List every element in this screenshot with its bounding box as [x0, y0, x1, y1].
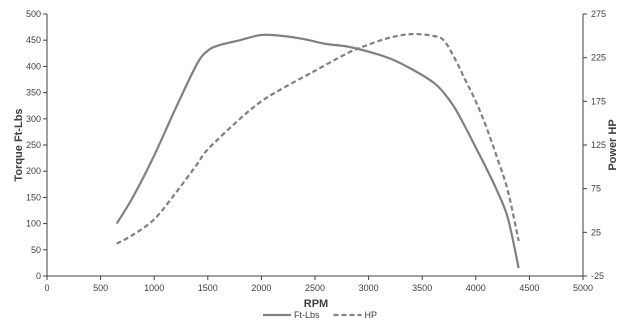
y-tick-label: 400 — [26, 61, 41, 71]
y2-axis-title: Power HP — [607, 119, 619, 170]
y-tick-label: 50 — [31, 245, 41, 255]
x-tick-label: 2500 — [305, 283, 325, 293]
y2-tick-label: 75 — [591, 184, 601, 194]
y2-tick-label: 175 — [591, 96, 606, 106]
y-tick-label: 450 — [26, 35, 41, 45]
y-axis-title: Torque Ft-Lbs — [13, 108, 25, 181]
y-tick-label: 150 — [26, 192, 41, 202]
x-tick-label: 5000 — [573, 283, 593, 293]
series-lines — [115, 32, 520, 269]
x-tick-label: 500 — [93, 283, 108, 293]
x-tick-label: 0 — [44, 283, 49, 293]
legend-label-0: Ft-Lbs — [294, 310, 320, 320]
x-tick-label: 4500 — [519, 283, 539, 293]
x-tick-label: 2000 — [251, 283, 271, 293]
tick-labels: 0 500 1000 1500 2000 2500 3000 3500 4000 4500 5000… — [26, 9, 606, 293]
series-line-1 — [116, 32, 520, 245]
y2-tick-label: 275 — [591, 9, 606, 19]
legend-label-1: HP — [365, 310, 378, 320]
y-tick-label: 200 — [26, 166, 41, 176]
legend: Ft-Lbs HP — [263, 310, 377, 320]
y2-tick-label: -25 — [591, 271, 604, 281]
y-tick-label: 250 — [26, 140, 41, 150]
y-tick-label: 500 — [26, 9, 41, 19]
y-tick-label: 0 — [36, 271, 41, 281]
y2-tick-label: 125 — [591, 140, 606, 150]
x-axis-title: RPM — [304, 298, 328, 310]
x-tick-label: 3000 — [359, 283, 379, 293]
x-tick-label: 1000 — [144, 283, 164, 293]
y-tick-label: 100 — [26, 219, 41, 229]
y-tick-label: 300 — [26, 114, 41, 124]
axes — [43, 13, 587, 280]
y2-tick-label: 25 — [591, 227, 601, 237]
x-tick-label: 4000 — [466, 283, 486, 293]
y2-tick-label: 225 — [591, 53, 606, 63]
y-tick-label: 350 — [26, 88, 41, 98]
x-tick-label: 1500 — [198, 283, 218, 293]
series-line-0 — [115, 33, 520, 269]
x-tick-label: 3500 — [412, 283, 432, 293]
